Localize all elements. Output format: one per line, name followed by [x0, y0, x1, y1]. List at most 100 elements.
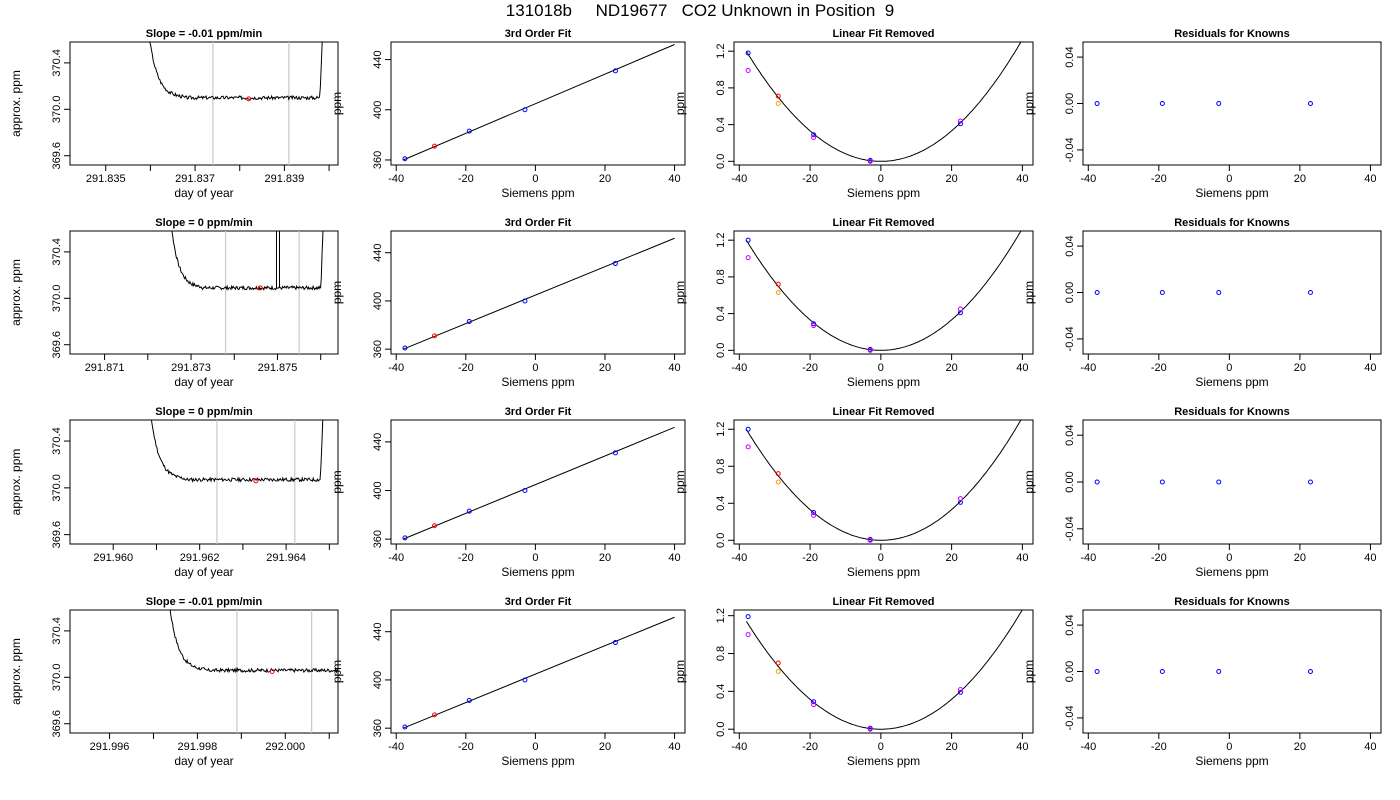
- y-tick-label: 360: [372, 340, 384, 358]
- plot-frame: [733, 41, 1034, 166]
- data-point: [957, 689, 963, 695]
- data-point: [522, 298, 528, 304]
- x-axis-label: Siemens ppm: [501, 754, 574, 768]
- y-tick-label: 369.6: [51, 142, 63, 170]
- x-tick-label: 20: [945, 741, 957, 753]
- y-tick-label: -0.04: [1064, 516, 1076, 541]
- x-tick-label: 20: [599, 552, 611, 564]
- x-tick-label: 40: [1364, 173, 1376, 185]
- data-point: [867, 726, 873, 732]
- fit-line: [402, 426, 675, 540]
- y-axis-label: ppm: [1022, 92, 1036, 115]
- x-tick-label: -20: [802, 552, 818, 564]
- y-tick-label: 0.00: [1064, 661, 1076, 682]
- y-tick-label: 0.4: [715, 496, 727, 511]
- x-tick-label: 0: [878, 173, 884, 185]
- x-tick-label: -20: [802, 362, 818, 374]
- x-tick-label: 0: [1226, 362, 1232, 374]
- y-tick-label: 1.2: [715, 608, 727, 623]
- x-tick-label: -40: [1080, 362, 1096, 374]
- y-tick-label: 440: [372, 50, 384, 68]
- data-point: [1307, 479, 1313, 485]
- x-tick-label: -20: [1151, 362, 1167, 374]
- x-tick-label: 20: [1294, 552, 1306, 564]
- y-tick-label: 0.0: [715, 722, 727, 737]
- panel-title: 3rd Order Fit: [505, 217, 572, 229]
- y-tick-label: 370.4: [51, 427, 63, 455]
- trace-panel: Slope = -0.01 ppm/min day of year approx. …: [9, 28, 339, 200]
- data-point: [402, 156, 408, 162]
- x-tick-label: 291.839: [265, 173, 305, 185]
- data-point: [1094, 669, 1100, 674]
- x-tick-label: -40: [1080, 173, 1096, 185]
- x-tick-label: 0: [878, 552, 884, 564]
- residuals-panel: Residuals for Knowns Siemens ppm ppm -40 -20…: [1022, 596, 1382, 768]
- x-axis-label: Siemens ppm: [847, 375, 920, 389]
- x-tick-label: -40: [731, 173, 747, 185]
- data-point: [867, 537, 873, 543]
- y-tick-label: 0.8: [715, 80, 727, 95]
- panel-title: Slope = 0 ppm/min: [155, 406, 253, 418]
- sample-point: [269, 669, 275, 674]
- data-point: [1159, 479, 1165, 485]
- x-tick-label: -20: [458, 362, 474, 374]
- x-tick-label: 40: [1016, 741, 1028, 753]
- x-axis-label: Siemens ppm: [501, 375, 574, 389]
- x-tick-label: 291.873: [171, 362, 211, 374]
- x-tick-label: 40: [668, 552, 680, 564]
- trace-line: [150, 420, 324, 483]
- x-tick-label: -20: [802, 173, 818, 185]
- residuals-panel: Residuals for Knowns Siemens ppm ppm -40 -20…: [1022, 406, 1382, 579]
- sample-point: [246, 96, 252, 102]
- panel-title: Slope = -0.01 ppm/min: [146, 28, 263, 40]
- trace-line: [149, 42, 323, 101]
- x-tick-label: 40: [1364, 552, 1376, 564]
- y-axis-label: ppm: [330, 660, 344, 683]
- data-point: [1216, 101, 1222, 106]
- x-tick-label: 40: [1364, 741, 1376, 753]
- panel-title: 3rd Order Fit: [505, 28, 572, 40]
- data-point: [957, 306, 963, 312]
- data-point: [775, 93, 781, 99]
- data-point: [745, 444, 751, 450]
- fit-line: [402, 237, 675, 350]
- data-point: [402, 345, 408, 351]
- y-axis-label: ppm: [673, 281, 687, 304]
- y-tick-label: -0.04: [1064, 326, 1076, 351]
- x-axis-label: day of year: [174, 186, 233, 200]
- x-tick-label: -20: [1151, 741, 1167, 753]
- x-axis-label: Siemens ppm: [1195, 754, 1268, 768]
- panel-title: Linear Fit Removed: [832, 217, 934, 229]
- y-tick-label: 360: [372, 151, 384, 169]
- fit-curve: [745, 42, 1022, 162]
- data-point: [522, 677, 528, 683]
- x-tick-label: 0: [878, 362, 884, 374]
- data-point: [811, 512, 817, 518]
- panel-title: Linear Fit Removed: [832, 596, 934, 608]
- trace-panel: Slope = 0 ppm/min day of year approx. ppm 2…: [9, 217, 339, 389]
- data-point: [1216, 479, 1222, 485]
- sample-point: [257, 285, 263, 291]
- trace-panel: Slope = 0 ppm/min day of year approx. ppm 2…: [9, 406, 339, 579]
- data-point: [1094, 101, 1100, 106]
- data-point: [402, 724, 408, 730]
- data-point: [612, 450, 618, 456]
- x-tick-label: -40: [1080, 741, 1096, 753]
- panel-title: 3rd Order Fit: [505, 596, 572, 608]
- x-tick-label: 20: [945, 362, 957, 374]
- y-tick-label: 0.04: [1064, 424, 1076, 445]
- x-tick-label: 20: [945, 552, 957, 564]
- x-axis-label: Siemens ppm: [847, 565, 920, 579]
- y-tick-label: 400: [372, 292, 384, 310]
- data-point: [957, 496, 963, 502]
- trace-line: [171, 231, 324, 291]
- x-tick-label: 0: [532, 173, 538, 185]
- plot-frame: [733, 230, 1034, 355]
- data-point: [775, 669, 781, 674]
- x-tick-label: -40: [731, 362, 747, 374]
- y-tick-label: 369.6: [51, 521, 63, 549]
- data-point: [867, 158, 873, 164]
- data-point: [775, 471, 781, 477]
- x-tick-label: 0: [878, 741, 884, 753]
- panel-title: Residuals for Knowns: [1174, 596, 1290, 608]
